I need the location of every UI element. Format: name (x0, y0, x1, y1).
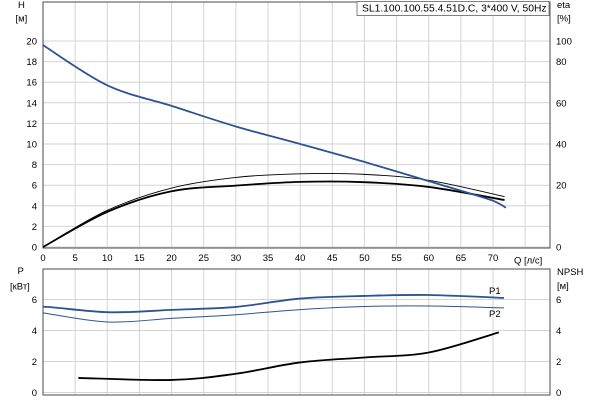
svg-text:40: 40 (556, 140, 567, 151)
svg-text:100: 100 (556, 37, 572, 48)
svg-text:8: 8 (32, 160, 37, 171)
svg-text:[м]: [м] (16, 14, 28, 25)
svg-text:2: 2 (32, 357, 37, 368)
svg-text:eta: eta (557, 0, 571, 11)
svg-text:0: 0 (32, 243, 37, 254)
svg-text:20: 20 (26, 37, 37, 48)
svg-text:0: 0 (556, 243, 561, 254)
svg-text:Q [л/с]: Q [л/с] (514, 256, 542, 267)
svg-text:5: 5 (72, 253, 77, 264)
svg-text:16: 16 (26, 78, 37, 89)
svg-text:50: 50 (359, 253, 370, 264)
svg-text:6: 6 (556, 295, 561, 306)
svg-text:40: 40 (295, 253, 306, 264)
svg-text:P1: P1 (489, 286, 501, 297)
svg-text:SL1.100.100.55.4.51D.C, 3*400: SL1.100.100.55.4.51D.C, 3*400 V, 50Hz (362, 4, 547, 15)
svg-text:80: 80 (556, 57, 567, 68)
svg-text:60: 60 (556, 98, 567, 109)
svg-text:60: 60 (423, 253, 434, 264)
svg-text:P2: P2 (489, 309, 501, 320)
svg-text:14: 14 (26, 98, 37, 109)
svg-text:6: 6 (32, 181, 37, 192)
svg-text:2: 2 (556, 357, 561, 368)
svg-text:10: 10 (102, 253, 113, 264)
svg-text:[кВт]: [кВт] (10, 281, 30, 292)
svg-text:15: 15 (134, 253, 145, 264)
svg-text:30: 30 (231, 253, 242, 264)
svg-text:55: 55 (391, 253, 402, 264)
svg-text:4: 4 (32, 326, 37, 337)
svg-text:6: 6 (32, 295, 37, 306)
svg-text:[%]: [%] (557, 14, 571, 25)
svg-text:35: 35 (263, 253, 274, 264)
svg-text:25: 25 (198, 253, 209, 264)
svg-text:70: 70 (488, 253, 499, 264)
svg-text:20: 20 (166, 253, 177, 264)
svg-text:H: H (18, 0, 25, 11)
svg-text:4: 4 (32, 201, 37, 212)
svg-text:18: 18 (26, 57, 37, 68)
svg-text:[м]: [м] (557, 281, 569, 292)
svg-text:2: 2 (32, 222, 37, 233)
svg-text:P: P (18, 266, 24, 277)
svg-text:0: 0 (32, 388, 37, 399)
svg-text:0: 0 (40, 253, 45, 264)
svg-text:65: 65 (456, 253, 467, 264)
svg-text:10: 10 (26, 140, 37, 151)
svg-text:NPSH: NPSH (557, 267, 584, 278)
svg-text:12: 12 (26, 119, 37, 130)
svg-text:0: 0 (556, 388, 561, 399)
svg-text:4: 4 (556, 326, 561, 337)
svg-text:45: 45 (327, 253, 338, 264)
svg-text:20: 20 (556, 181, 567, 192)
